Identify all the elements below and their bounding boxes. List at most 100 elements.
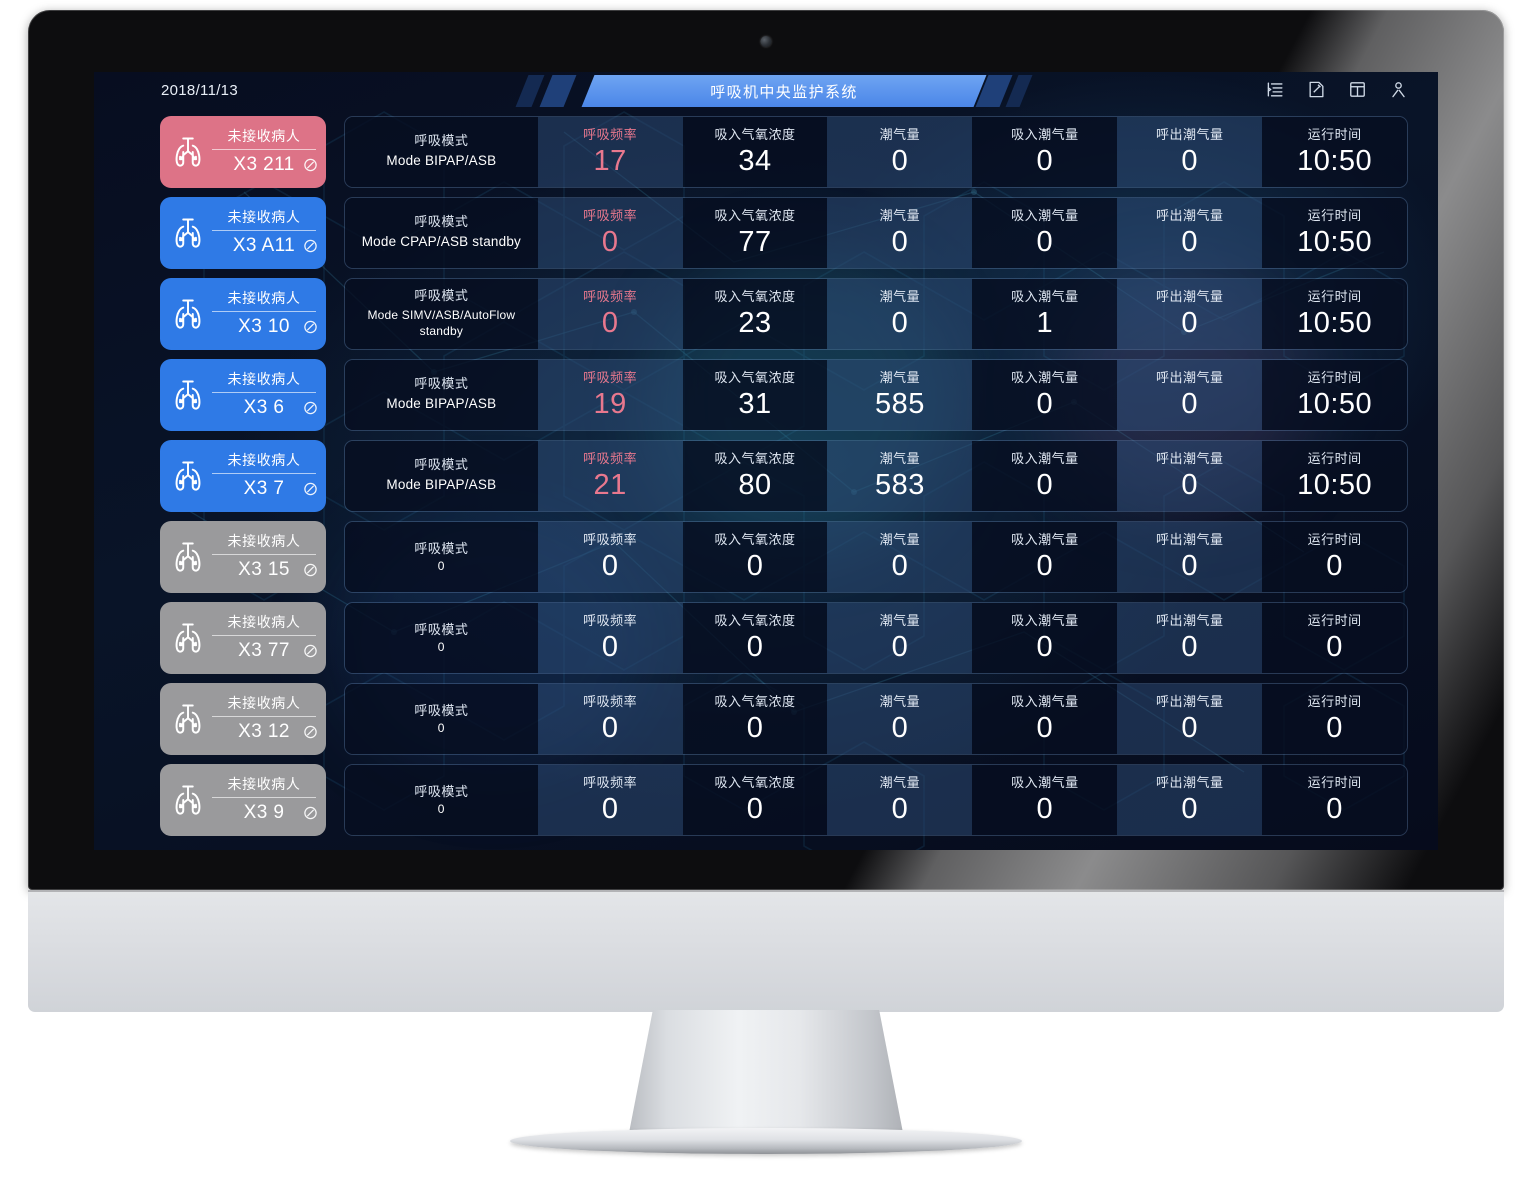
- metric-value: 0: [1036, 712, 1054, 745]
- metric-cell-tidal_in[interactable]: 吸入潮气量 1: [972, 279, 1118, 349]
- metric-cell-mode[interactable]: 呼吸模式 0: [345, 522, 538, 592]
- metric-cell-runtime[interactable]: 运行时间 10:50: [1262, 198, 1407, 268]
- metric-cell-tidal_out[interactable]: 呼出潮气量 0: [1117, 684, 1263, 754]
- metric-cell-tidal[interactable]: 潮气量 0: [827, 765, 973, 835]
- patient-card[interactable]: 未接收病人 X3 7: [160, 440, 326, 512]
- no-entry-icon[interactable]: [303, 481, 318, 496]
- device-id: X3 12: [238, 721, 290, 743]
- patient-card[interactable]: 未接收病人 X3 6: [160, 359, 326, 431]
- metric-cell-tidal_in[interactable]: 吸入潮气量 0: [972, 603, 1118, 673]
- metric-value: 0: [746, 712, 764, 745]
- no-entry-icon[interactable]: [303, 562, 318, 577]
- metric-cell-tidal[interactable]: 潮气量 0: [827, 117, 973, 187]
- metric-cell-fio2[interactable]: 吸入气氧浓度 0: [682, 684, 828, 754]
- patient-card[interactable]: 未接收病人 X3 211: [160, 116, 326, 188]
- no-entry-icon[interactable]: [303, 238, 318, 253]
- metric-value: 0: [601, 712, 619, 745]
- patient-card[interactable]: 未接收病人 X3 10: [160, 278, 326, 350]
- metric-cell-tidal[interactable]: 潮气量 0: [827, 684, 973, 754]
- metric-cell-rate[interactable]: 呼吸频率 0: [537, 279, 683, 349]
- user-account-icon[interactable]: [1389, 80, 1408, 99]
- metric-cell-tidal_in[interactable]: 吸入潮气量 0: [972, 198, 1118, 268]
- metric-cell-tidal_out[interactable]: 呼出潮气量 0: [1117, 360, 1263, 430]
- metric-cell-mode[interactable]: 呼吸模式 Mode CPAP/ASB standby: [345, 198, 538, 268]
- metric-cell-runtime[interactable]: 运行时间 0: [1262, 522, 1407, 592]
- patient-card[interactable]: 未接收病人 X3 9: [160, 764, 326, 836]
- metric-cell-tidal[interactable]: 潮气量 0: [827, 198, 973, 268]
- metric-cell-fio2[interactable]: 吸入气氧浓度 31: [682, 360, 828, 430]
- no-entry-icon[interactable]: [303, 724, 318, 739]
- metric-cell-tidal_out[interactable]: 呼出潮气量 0: [1117, 765, 1263, 835]
- metric-cell-tidal_in[interactable]: 吸入潮气量 0: [972, 522, 1118, 592]
- screen-viewport: 2018/11/13 呼吸机中央监护系统: [94, 72, 1438, 850]
- no-entry-icon[interactable]: [303, 805, 318, 820]
- patient-card[interactable]: 未接收病人 X3 A11: [160, 197, 326, 269]
- metric-value: 0: [601, 631, 619, 664]
- metric-label: 运行时间: [1307, 289, 1362, 305]
- metric-cell-fio2[interactable]: 吸入气氧浓度 80: [682, 441, 828, 511]
- metric-cell-rate[interactable]: 呼吸频率 19: [537, 360, 683, 430]
- metric-cell-runtime[interactable]: 运行时间 10:50: [1262, 441, 1407, 511]
- metric-cell-runtime[interactable]: 运行时间 10:50: [1262, 279, 1407, 349]
- metric-cell-tidal_out[interactable]: 呼出潮气量 0: [1117, 198, 1263, 268]
- metric-cell-fio2[interactable]: 吸入气氧浓度 77: [682, 198, 828, 268]
- metric-cell-tidal_out[interactable]: 呼出潮气量 0: [1117, 603, 1263, 673]
- list-outline-icon[interactable]: [1266, 80, 1285, 99]
- metric-cell-mode[interactable]: 呼吸模式 Mode SIMV/ASB/AutoFlow standby: [345, 279, 538, 349]
- metric-cell-mode[interactable]: 呼吸模式 Mode BIPAP/ASB: [345, 441, 538, 511]
- metric-cell-fio2[interactable]: 吸入气氧浓度 23: [682, 279, 828, 349]
- patient-card[interactable]: 未接收病人 X3 77: [160, 602, 326, 674]
- no-entry-icon[interactable]: [303, 400, 318, 415]
- layout-panel-icon[interactable]: [1348, 80, 1367, 99]
- patient-card[interactable]: 未接收病人 X3 15: [160, 521, 326, 593]
- metric-cell-rate[interactable]: 呼吸频率 0: [537, 684, 683, 754]
- edit-note-icon[interactable]: [1307, 80, 1326, 99]
- metric-cell-runtime[interactable]: 运行时间 0: [1262, 684, 1407, 754]
- metric-cell-tidal_in[interactable]: 吸入潮气量 0: [972, 117, 1118, 187]
- metric-cell-tidal_out[interactable]: 呼出潮气量 0: [1117, 117, 1263, 187]
- metric-cell-rate[interactable]: 呼吸频率 21: [537, 441, 683, 511]
- metric-cell-tidal[interactable]: 潮气量 583: [827, 441, 973, 511]
- metric-cell-tidal_in[interactable]: 吸入潮气量 0: [972, 441, 1118, 511]
- metric-label: 呼吸频率: [583, 370, 638, 386]
- patient-card-text: 未接收病人 X3 10: [212, 288, 318, 340]
- metric-label: 呼吸模式: [414, 541, 469, 557]
- no-entry-icon[interactable]: [303, 643, 318, 658]
- metric-cell-fio2[interactable]: 吸入气氧浓度 0: [682, 522, 828, 592]
- device-id: X3 7: [243, 478, 285, 500]
- metric-cell-mode[interactable]: 呼吸模式 0: [345, 603, 538, 673]
- metric-label: 吸入潮气量: [1011, 289, 1079, 305]
- metric-cell-mode[interactable]: 呼吸模式 Mode BIPAP/ASB: [345, 360, 538, 430]
- no-entry-icon[interactable]: [303, 157, 318, 172]
- no-entry-icon[interactable]: [303, 319, 318, 334]
- metric-cell-fio2[interactable]: 吸入气氧浓度 34: [682, 117, 828, 187]
- metric-cell-mode[interactable]: 呼吸模式 0: [345, 765, 538, 835]
- metric-cell-tidal[interactable]: 潮气量 585: [827, 360, 973, 430]
- metric-cell-tidal_out[interactable]: 呼出潮气量 0: [1117, 441, 1263, 511]
- metric-label: 运行时间: [1307, 694, 1362, 710]
- metric-cell-tidal_out[interactable]: 呼出潮气量 0: [1117, 522, 1263, 592]
- metric-cell-tidal[interactable]: 潮气量 0: [827, 279, 973, 349]
- metric-cell-rate[interactable]: 呼吸频率 0: [537, 198, 683, 268]
- patient-card[interactable]: 未接收病人 X3 12: [160, 683, 326, 755]
- metric-cell-rate[interactable]: 呼吸频率 0: [537, 522, 683, 592]
- metrics-strip: 呼吸模式 Mode SIMV/ASB/AutoFlow standby 呼吸频率 0 吸…: [344, 278, 1408, 350]
- metric-cell-tidal_in[interactable]: 吸入潮气量 0: [972, 684, 1118, 754]
- metric-cell-rate[interactable]: 呼吸频率 0: [537, 765, 683, 835]
- metric-cell-mode[interactable]: 呼吸模式 0: [345, 684, 538, 754]
- metric-cell-runtime[interactable]: 运行时间 0: [1262, 765, 1407, 835]
- metric-cell-tidal_out[interactable]: 呼出潮气量 0: [1117, 279, 1263, 349]
- metric-cell-rate[interactable]: 呼吸频率 17: [537, 117, 683, 187]
- metric-cell-runtime[interactable]: 运行时间 10:50: [1262, 360, 1407, 430]
- metric-cell-runtime[interactable]: 运行时间 0: [1262, 603, 1407, 673]
- metric-cell-tidal_in[interactable]: 吸入潮气量 0: [972, 765, 1118, 835]
- metric-label: 吸入气氧浓度: [714, 775, 796, 791]
- metric-cell-fio2[interactable]: 吸入气氧浓度 0: [682, 603, 828, 673]
- metric-cell-tidal_in[interactable]: 吸入潮气量 0: [972, 360, 1118, 430]
- metric-cell-runtime[interactable]: 运行时间 10:50: [1262, 117, 1407, 187]
- metric-cell-rate[interactable]: 呼吸频率 0: [537, 603, 683, 673]
- metric-cell-mode[interactable]: 呼吸模式 Mode BIPAP/ASB: [345, 117, 538, 187]
- metric-cell-tidal[interactable]: 潮气量 0: [827, 603, 973, 673]
- metric-cell-fio2[interactable]: 吸入气氧浓度 0: [682, 765, 828, 835]
- metric-cell-tidal[interactable]: 潮气量 0: [827, 522, 973, 592]
